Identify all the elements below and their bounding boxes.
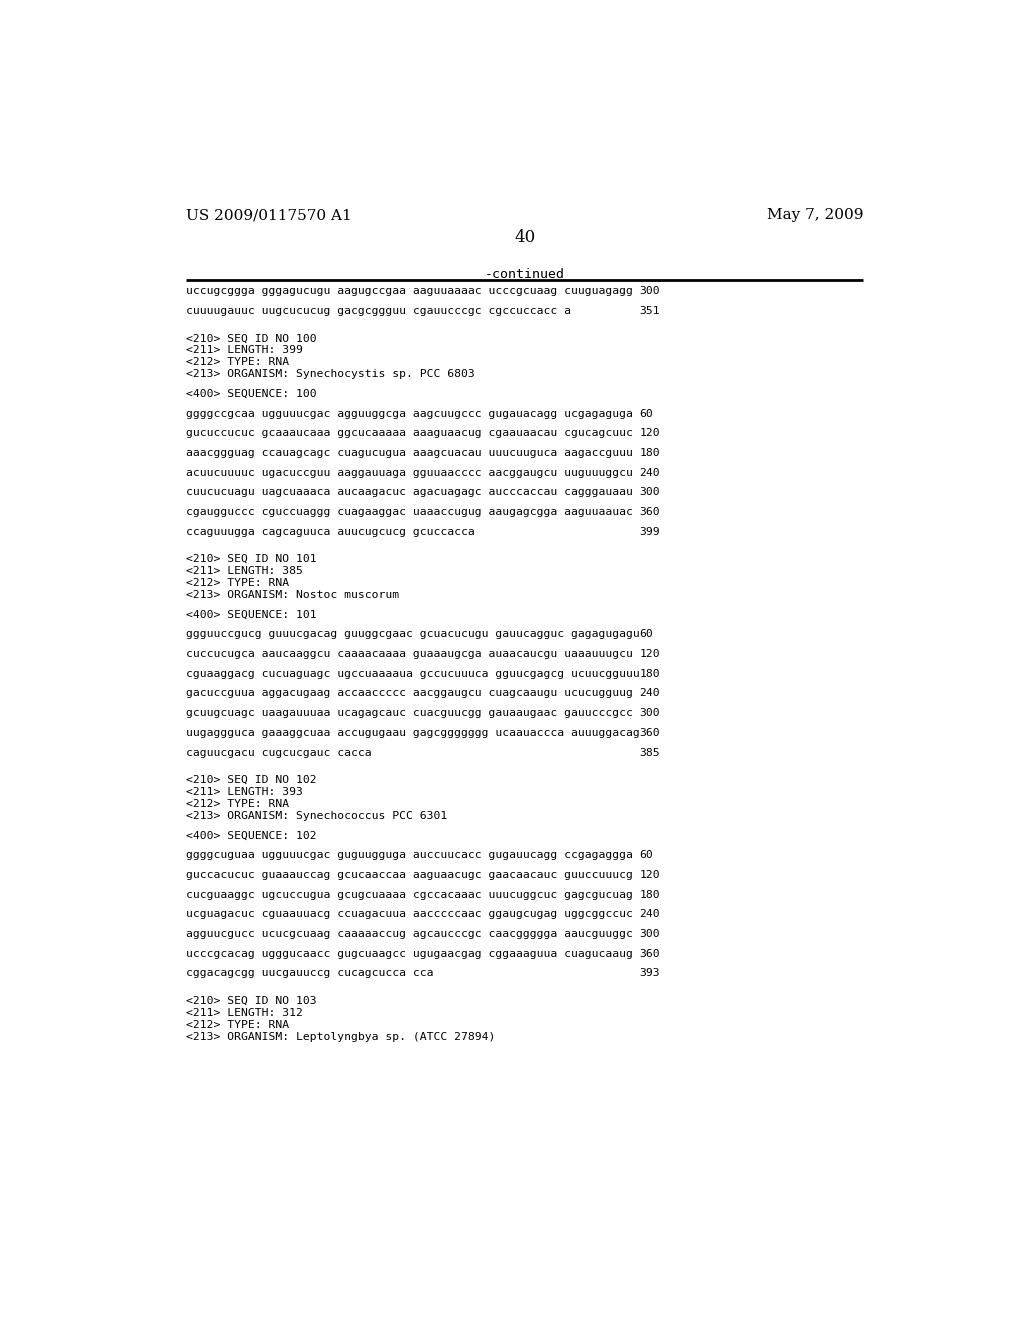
Text: -continued: -continued <box>484 268 565 281</box>
Text: <213> ORGANISM: Nostoc muscorum: <213> ORGANISM: Nostoc muscorum <box>186 590 399 601</box>
Text: 240: 240 <box>640 467 660 478</box>
Text: 180: 180 <box>640 669 660 678</box>
Text: <211> LENGTH: 312: <211> LENGTH: 312 <box>186 1007 303 1018</box>
Text: 360: 360 <box>640 507 660 517</box>
Text: uccugcggga gggagucugu aagugccgaa aaguuaaaac ucccgcuaag cuuguagagg: uccugcggga gggagucugu aagugccgaa aaguuaa… <box>186 286 633 296</box>
Text: gacuccguua aggacugaag accaaccccc aacggaugcu cuagcaaugu ucucugguug: gacuccguua aggacugaag accaaccccc aacggau… <box>186 689 633 698</box>
Text: May 7, 2009: May 7, 2009 <box>767 209 863 223</box>
Text: 351: 351 <box>640 306 660 315</box>
Text: cggacagcgg uucgauuccg cucagcucca cca: cggacagcgg uucgauuccg cucagcucca cca <box>186 969 433 978</box>
Text: 120: 120 <box>640 870 660 880</box>
Text: ucccgcacag ugggucaacc gugcuaagcc ugugaacgag cggaaaguua cuagucaaug: ucccgcacag ugggucaacc gugcuaagcc ugugaac… <box>186 949 633 958</box>
Text: <210> SEQ ID NO 102: <210> SEQ ID NO 102 <box>186 775 316 785</box>
Text: <212> TYPE: RNA: <212> TYPE: RNA <box>186 578 289 587</box>
Text: cuuuugauuc uugcucucug gacgcggguu cgauucccgc cgccuccacc a: cuuuugauuc uugcucucug gacgcggguu cgauucc… <box>186 306 571 315</box>
Text: ggggcuguaa ugguuucgac guguugguga auccuucacc gugauucagg ccgagaggga: ggggcuguaa ugguuucgac guguugguga auccuuc… <box>186 850 633 861</box>
Text: 393: 393 <box>640 969 660 978</box>
Text: <210> SEQ ID NO 103: <210> SEQ ID NO 103 <box>186 995 316 1006</box>
Text: <400> SEQUENCE: 100: <400> SEQUENCE: 100 <box>186 389 316 399</box>
Text: <212> TYPE: RNA: <212> TYPE: RNA <box>186 1019 289 1030</box>
Text: ggggccgcaa ugguuucgac agguuggcga aagcuugccc gugauacagg ucgagaguga: ggggccgcaa ugguuucgac agguuggcga aagcuug… <box>186 409 633 418</box>
Text: <211> LENGTH: 393: <211> LENGTH: 393 <box>186 787 303 797</box>
Text: aaacggguag ccauagcagc cuagucugua aaagcuacau uuucuuguca aagaccguuu: aaacggguag ccauagcagc cuagucugua aaagcua… <box>186 447 633 458</box>
Text: 60: 60 <box>640 630 653 639</box>
Text: 300: 300 <box>640 929 660 939</box>
Text: 385: 385 <box>640 747 660 758</box>
Text: <212> TYPE: RNA: <212> TYPE: RNA <box>186 358 289 367</box>
Text: <400> SEQUENCE: 102: <400> SEQUENCE: 102 <box>186 830 316 841</box>
Text: <211> LENGTH: 385: <211> LENGTH: 385 <box>186 566 303 576</box>
Text: acuucuuuuc ugacuccguu aaggauuaga gguuaacccc aacggaugcu uuguuuggcu: acuucuuuuc ugacuccguu aaggauuaga gguuaac… <box>186 467 633 478</box>
Text: ucguagacuc cguaauuacg ccuagacuua aacccccaac ggaugcugag uggcggccuc: ucguagacuc cguaauuacg ccuagacuua aaccccc… <box>186 909 633 919</box>
Text: cuccucugca aaucaaggcu caaaacaaaa guaaaugcga auaacaucgu uaaauuugcu: cuccucugca aaucaaggcu caaaacaaaa guaaaug… <box>186 649 633 659</box>
Text: 120: 120 <box>640 428 660 438</box>
Text: 120: 120 <box>640 649 660 659</box>
Text: 300: 300 <box>640 487 660 498</box>
Text: 360: 360 <box>640 949 660 958</box>
Text: <400> SEQUENCE: 101: <400> SEQUENCE: 101 <box>186 610 316 619</box>
Text: 180: 180 <box>640 447 660 458</box>
Text: caguucgacu cugcucgauc cacca: caguucgacu cugcucgauc cacca <box>186 747 372 758</box>
Text: uugaggguca gaaaggcuaa accugugaau gagcggggggg ucaauaccca auuuggacag: uugaggguca gaaaggcuaa accugugaau gagcggg… <box>186 727 640 738</box>
Text: 60: 60 <box>640 850 653 861</box>
Text: 300: 300 <box>640 708 660 718</box>
Text: agguucgucc ucucgcuaag caaaaaccug agcaucccgc caacggggga aaucguuggc: agguucgucc ucucgcuaag caaaaaccug agcaucc… <box>186 929 633 939</box>
Text: ccaguuugga cagcaguuca auucugcucg gcuccacca: ccaguuugga cagcaguuca auucugcucg gcuccac… <box>186 527 475 537</box>
Text: <213> ORGANISM: Synechococcus PCC 6301: <213> ORGANISM: Synechococcus PCC 6301 <box>186 810 447 821</box>
Text: cgaugguccc cguccuaggg cuagaaggac uaaaccugug aaugagcgga aaguuaauac: cgaugguccc cguccuaggg cuagaaggac uaaaccu… <box>186 507 633 517</box>
Text: 300: 300 <box>640 286 660 296</box>
Text: 240: 240 <box>640 909 660 919</box>
Text: ggguuccgucg guuucgacag guuggcgaac gcuacucugu gauucagguc gagagugagu: ggguuccgucg guuucgacag guuggcgaac gcuacu… <box>186 630 640 639</box>
Text: gcuugcuagc uaagauuuaa ucagagcauc cuacguucgg gauaaugaac gauucccgcc: gcuugcuagc uaagauuuaa ucagagcauc cuacguu… <box>186 708 633 718</box>
Text: cucguaaggc ugcuccugua gcugcuaaaa cgccacaaac uuucuggcuc gagcgucuag: cucguaaggc ugcuccugua gcugcuaaaa cgccaca… <box>186 890 633 899</box>
Text: <212> TYPE: RNA: <212> TYPE: RNA <box>186 799 289 809</box>
Text: <213> ORGANISM: Synechocystis sp. PCC 6803: <213> ORGANISM: Synechocystis sp. PCC 68… <box>186 370 475 379</box>
Text: 60: 60 <box>640 409 653 418</box>
Text: 40: 40 <box>514 230 536 247</box>
Text: 240: 240 <box>640 689 660 698</box>
Text: 399: 399 <box>640 527 660 537</box>
Text: <213> ORGANISM: Leptolyngbya sp. (ATCC 27894): <213> ORGANISM: Leptolyngbya sp. (ATCC 2… <box>186 1031 496 1041</box>
Text: <210> SEQ ID NO 100: <210> SEQ ID NO 100 <box>186 334 316 343</box>
Text: 360: 360 <box>640 727 660 738</box>
Text: 180: 180 <box>640 890 660 899</box>
Text: <210> SEQ ID NO 101: <210> SEQ ID NO 101 <box>186 554 316 564</box>
Text: cuucucuagu uagcuaaaca aucaagacuc agacuagagc aucccaccau cagggauaau: cuucucuagu uagcuaaaca aucaagacuc agacuag… <box>186 487 633 498</box>
Text: gucuccucuc gcaaaucaaa ggcucaaaaa aaaguaacug cgaauaacau cgucagcuuc: gucuccucuc gcaaaucaaa ggcucaaaaa aaaguaa… <box>186 428 633 438</box>
Text: cguaaggacg cucuaguagc ugccuaaaaua gccucuuuca gguucgagcg ucuucgguuu: cguaaggacg cucuaguagc ugccuaaaaua gccucu… <box>186 669 640 678</box>
Text: US 2009/0117570 A1: US 2009/0117570 A1 <box>186 209 352 223</box>
Text: guccacucuc guaaauccag gcucaaccaa aaguaacugc gaacaacauc guuccuuucg: guccacucuc guaaauccag gcucaaccaa aaguaac… <box>186 870 633 880</box>
Text: <211> LENGTH: 399: <211> LENGTH: 399 <box>186 346 303 355</box>
